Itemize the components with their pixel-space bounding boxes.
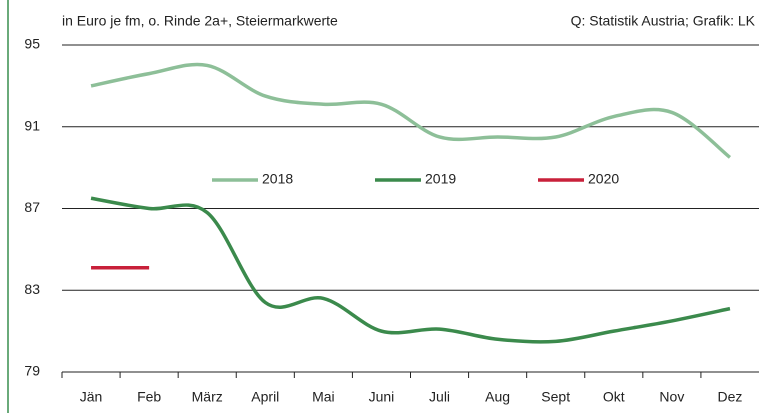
y-tick-label: 95 [24,36,40,52]
x-tick-label: April [251,389,279,405]
legend-label: 2018 [262,171,293,187]
x-tick-label: Aug [485,389,510,405]
chart-subtitle: in Euro je fm, o. Rinde 2a+, Steiermarkw… [62,13,338,29]
x-tick-label: Jän [80,389,103,405]
legend-label: 2019 [425,171,456,187]
x-tick-label: Okt [603,389,625,405]
chart-source: Q: Statistik Austria; Grafik: LK [571,13,756,29]
x-tick-label: Juni [369,389,395,405]
x-tick-label: Juli [429,389,450,405]
x-tick-label: Sept [541,389,570,405]
x-tick-label: Dez [718,389,743,405]
y-tick-label: 83 [24,281,40,297]
x-tick-label: Feb [137,389,161,405]
y-tick-label: 79 [24,363,40,379]
series-line [90,62,732,159]
y-tick-label: 87 [24,199,40,215]
legend-label: 2020 [588,171,619,187]
x-tick-label: Mai [312,389,335,405]
x-tick-label: März [192,389,223,405]
y-tick-label: 91 [24,117,40,133]
series-line [90,196,731,344]
x-tick-label: Nov [659,389,684,405]
